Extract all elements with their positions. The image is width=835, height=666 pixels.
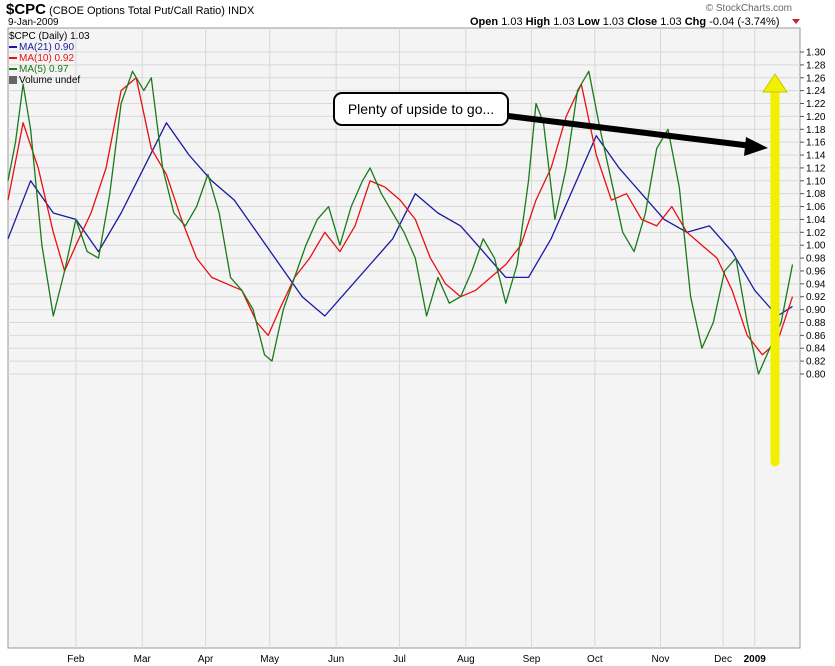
y-tick-label: 0.92 [806, 292, 826, 303]
annotation-arrow [507, 113, 753, 149]
annotation-callout: Plenty of upside to go... [333, 92, 509, 126]
ohlc-readout: Open 1.03 High 1.03 Low 1.03 Close 1.03 … [470, 16, 780, 28]
x-axis: Feb Mar Apr May Jun Jul Aug Sep Oct Nov Dec 2009 [67, 654, 766, 665]
y-tick-label: 1.18 [806, 125, 826, 136]
y-tick-label: 0.88 [806, 318, 826, 329]
title-name: (CBOE Options Total Put/Call Ratio) [49, 5, 225, 17]
x-tick-label: Jul [393, 654, 406, 665]
close-label: Close [627, 16, 658, 28]
series-line-ma21 [7, 122, 793, 317]
y-tick-label: 1.24 [806, 86, 826, 97]
annotation-arrowhead [744, 137, 768, 156]
y-tick-label: 0.86 [806, 331, 826, 342]
upside-arrowhead [762, 73, 788, 93]
y-tick-label: 1.30 [806, 48, 826, 59]
y-axis: 1.301.28 1.26 1.24 1.22 1.20 1.18 1.16 1.141.12… [800, 48, 826, 381]
y-tick-label: 1.06 [806, 202, 826, 213]
high-value: 1.03 [553, 16, 575, 28]
y-tick-label: 1.28 [806, 60, 826, 71]
y-tick-label: 1.02 [806, 228, 826, 239]
y-tick-label: 0.80 [806, 370, 826, 381]
y-tick-label: 0.90 [806, 305, 826, 316]
x-tick-label: Apr [198, 654, 214, 665]
y-tick-label: 1.00 [806, 241, 826, 252]
y-tick-label: 0.96 [806, 266, 826, 277]
chart-date: 9-Jan-2009 [8, 17, 59, 28]
y-tick-label: 1.16 [806, 138, 826, 149]
legend-ma21: MA(21) 0.90 [9, 42, 90, 53]
y-tick-label: 1.12 [806, 163, 826, 174]
low-value: 1.03 [602, 16, 625, 28]
x-tick-label: Jun [328, 654, 344, 665]
y-tick-label: 1.10 [806, 176, 826, 187]
legend-ma21-swatch [9, 46, 17, 49]
y-tick-label: 0.84 [806, 344, 826, 355]
down-triangle-icon [792, 19, 800, 24]
series-line-ma10 [7, 77, 794, 356]
x-tick-label: 2009 [744, 654, 767, 665]
y-tick-label: 0.82 [806, 357, 826, 368]
y-tick-label: 0.94 [806, 279, 826, 290]
chg-value: -0.04 (-3.74%) [709, 16, 780, 28]
y-tick-label: 1.08 [806, 189, 826, 200]
open-label: Open [470, 16, 499, 28]
chg-label: Chg [684, 16, 707, 28]
y-tick-label: 1.26 [806, 73, 826, 84]
chart-title: $CPC (CBOE Options Total Put/Call Ratio)… [6, 1, 254, 18]
x-tick-label: Sep [523, 654, 541, 665]
low-label: Low [577, 16, 600, 28]
series-lines [7, 70, 794, 375]
y-tick-label: 1.22 [806, 99, 826, 110]
x-tick-label: Feb [67, 654, 85, 665]
close-value: 1.03 [660, 16, 682, 28]
legend-volume: Volume undef [9, 75, 90, 86]
y-tick-label: 0.98 [806, 254, 826, 265]
legend-ma5: MA(5) 0.97 [9, 64, 90, 75]
legend-ma5-swatch [9, 68, 17, 71]
legend: $CPC (Daily) 1.03 MA(21) 0.90 MA(10) 0.9… [9, 31, 90, 86]
title-symbol: $CPC [6, 1, 47, 18]
x-tick-label: Mar [134, 654, 152, 665]
legend-main: $CPC (Daily) 1.03 [9, 31, 90, 42]
x-tick-label: May [260, 654, 279, 665]
series-line-ma5 [7, 70, 794, 375]
x-tick-label: Oct [587, 654, 603, 665]
x-tick-label: Aug [457, 654, 475, 665]
y-tick-label: 1.20 [806, 112, 826, 123]
x-tick-label: Dec [714, 654, 732, 665]
high-label: High [525, 16, 551, 28]
legend-ma10-swatch [9, 57, 17, 60]
y-tick-label: 1.04 [806, 215, 826, 226]
y-tick-label: 1.14 [806, 151, 826, 162]
title-exchange: INDX [228, 5, 255, 17]
open-value: 1.03 [501, 16, 523, 28]
legend-ma10: MA(10) 0.92 [9, 53, 90, 64]
volume-icon [9, 76, 17, 85]
watermark: © StockCharts.com [705, 3, 792, 14]
x-tick-label: Nov [652, 654, 670, 665]
